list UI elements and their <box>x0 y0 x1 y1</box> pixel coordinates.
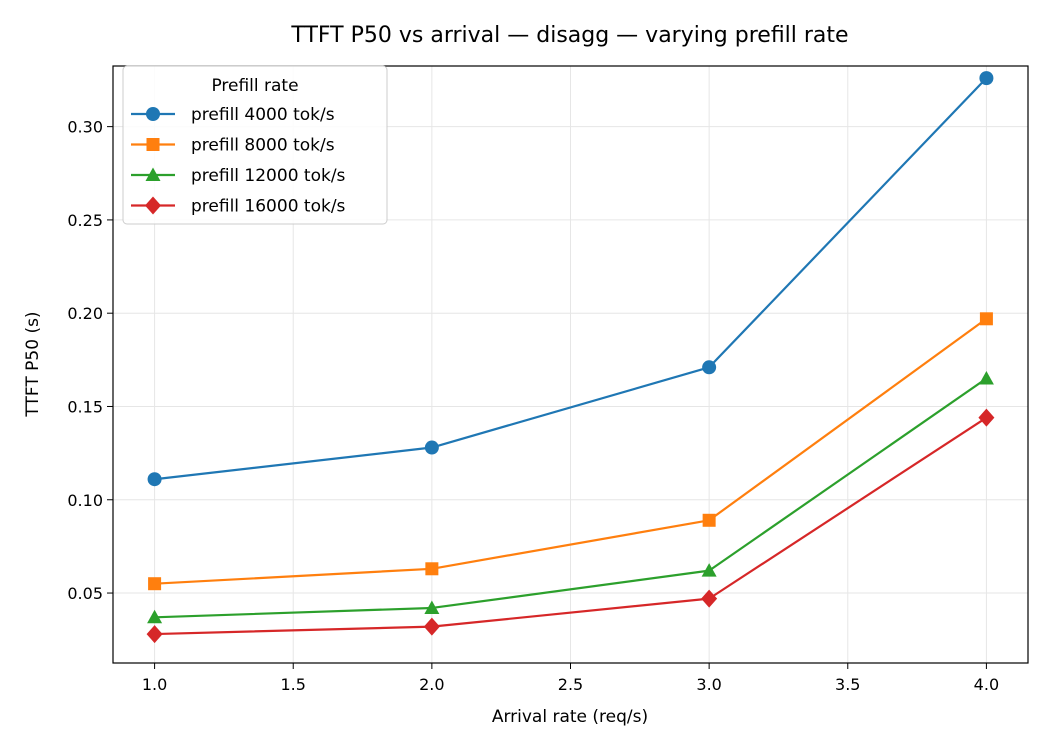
data-point <box>424 600 440 614</box>
x-tick-label: 2.5 <box>558 675 583 694</box>
data-point <box>702 513 716 527</box>
legend-marker <box>146 107 160 121</box>
legend-marker <box>146 138 160 151</box>
series-line <box>154 377 988 619</box>
legend-label: prefill 12000 tok/s <box>191 166 346 186</box>
data-point <box>146 625 163 644</box>
data-point <box>148 577 162 591</box>
legend-label: prefill 16000 tok/s <box>191 197 346 217</box>
legend-item: prefill 4000 tok/s <box>131 105 335 125</box>
legend: Prefill rate prefill 4000 tok/s prefill 8… <box>122 65 388 225</box>
data-point <box>979 71 994 86</box>
x-tick-label: 3.5 <box>835 675 860 694</box>
legend-items: prefill 4000 tok/s prefill 8000 tok/s pref… <box>131 105 346 217</box>
data-point <box>425 562 439 576</box>
series-line <box>154 77 988 481</box>
data-point <box>701 563 717 577</box>
legend-item: prefill 16000 tok/s <box>131 196 346 217</box>
series-3 <box>147 370 994 624</box>
legend-title: Prefill rate <box>211 76 298 96</box>
legend-marker <box>145 167 161 181</box>
data-point <box>978 408 995 427</box>
data-point <box>702 360 717 375</box>
series-layer <box>146 71 995 644</box>
y-axis-label: TTFT P50 (s) <box>23 311 43 417</box>
y-tick-label: 0.05 <box>67 584 103 603</box>
chart-title: TTFT P50 vs arrival — disagg — varying p… <box>290 23 848 48</box>
data-point <box>701 589 718 608</box>
data-point <box>423 617 440 636</box>
data-point <box>147 472 162 487</box>
series-line <box>154 317 988 585</box>
y-tick-label: 0.10 <box>67 491 103 510</box>
data-point <box>978 370 994 385</box>
legend-label: prefill 8000 tok/s <box>191 136 335 156</box>
data-point <box>979 312 993 326</box>
x-axis-label: Arrival rate (req/s) <box>492 707 648 727</box>
x-tick-label: 1.5 <box>281 675 306 694</box>
x-tick-label: 1.0 <box>142 675 167 694</box>
legend-marker <box>145 196 161 215</box>
y-tick-label: 0.30 <box>67 118 103 137</box>
series-2 <box>148 312 993 591</box>
y-tick-label: 0.20 <box>67 304 103 323</box>
ticks: 1.0 1.5 2.0 2.5 3.0 3.5 4.0 0.05 0.10 0.15 0.20 0.2… <box>67 118 999 694</box>
x-tick-label: 4.0 <box>974 675 999 694</box>
x-tick-label: 3.0 <box>696 675 721 694</box>
legend-item: prefill 8000 tok/s <box>131 136 335 156</box>
series-1 <box>147 71 994 487</box>
series-4 <box>146 408 995 644</box>
data-point <box>424 440 439 455</box>
legend-item: prefill 12000 tok/s <box>131 166 346 186</box>
legend-box <box>122 65 388 225</box>
legend-label: prefill 4000 tok/s <box>191 105 335 125</box>
y-tick-label: 0.25 <box>67 211 103 230</box>
x-tick-label: 2.0 <box>419 675 444 694</box>
series-line <box>154 416 988 636</box>
data-point <box>147 609 163 624</box>
y-tick-label: 0.15 <box>67 397 103 416</box>
